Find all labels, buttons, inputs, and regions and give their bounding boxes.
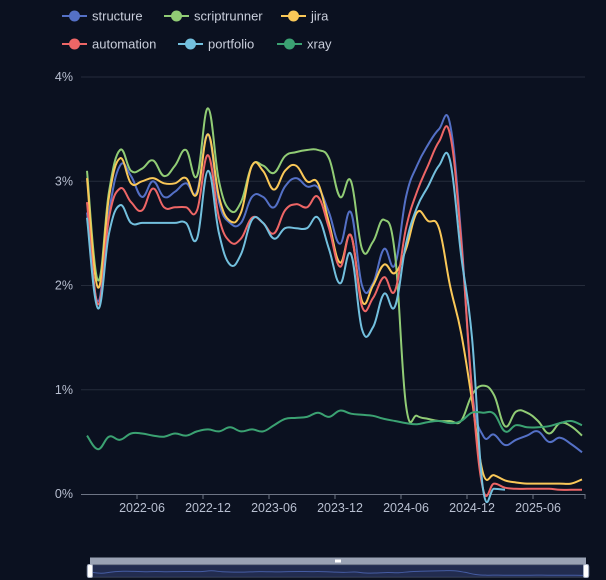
legend-label: scriptrunner [194, 9, 263, 24]
series-line-scriptrunner[interactable] [86, 107, 583, 437]
legend-item-structure[interactable]: structure [62, 9, 143, 24]
y-tick-label: 1% [55, 383, 73, 397]
y-tick-label: 4% [55, 70, 73, 84]
legend-item-automation[interactable]: automation [62, 37, 156, 52]
legend-marker-icon [288, 10, 299, 22]
legend-marker-icon [69, 10, 80, 22]
legend-label: jira [310, 9, 329, 24]
series-line-automation[interactable] [86, 125, 582, 497]
x-tick-label: 2024-12 [449, 501, 495, 515]
x-tick-label: 2025-06 [515, 501, 561, 515]
series-line-portfolio[interactable] [86, 151, 506, 504]
legend-marker-icon [284, 38, 295, 50]
legend-label: portfolio [208, 37, 254, 52]
x-tick-label: 2023-12 [317, 501, 363, 515]
legend: structure scriptrunner jira automation portf… [62, 9, 332, 52]
legend-item-portfolio[interactable]: portfolio [178, 37, 254, 52]
series-line-xray[interactable] [86, 409, 583, 451]
x-tick-label: 2023-06 [251, 501, 297, 515]
y-tick-label: 2% [55, 279, 73, 293]
zoom-end-handle[interactable] [583, 564, 589, 578]
y-tick-label: 0% [55, 487, 73, 501]
legend-item-scriptrunner[interactable]: scriptrunner [164, 9, 263, 24]
legend-label: automation [92, 37, 156, 52]
legend-item-xray[interactable]: xray [277, 37, 332, 52]
data-zoom-slider[interactable] [86, 557, 590, 578]
zoom-start-handle[interactable] [87, 564, 93, 578]
y-tick-label: 3% [55, 174, 73, 188]
y-axis: 0% 1% 2% 3% 4% [55, 70, 73, 501]
grip-icon [335, 559, 341, 563]
legend-label: structure [92, 9, 143, 24]
series-line-jira[interactable] [86, 133, 583, 485]
zoom-preview-line [89, 570, 587, 576]
legend-label: xray [307, 37, 332, 52]
legend-item-jira[interactable]: jira [281, 9, 329, 24]
series-lines [86, 107, 583, 504]
x-tick-label: 2022-06 [119, 501, 165, 515]
series-line-structure[interactable] [86, 114, 583, 454]
grid-lines [81, 76, 585, 391]
x-tick-label: 2022-12 [185, 501, 231, 515]
legend-marker-icon [185, 38, 196, 50]
zoom-selected-range[interactable] [90, 565, 586, 577]
x-tick-label: 2024-06 [383, 501, 429, 515]
legend-marker-icon [69, 38, 80, 50]
legend-marker-icon [171, 10, 182, 22]
x-axis: 2022-06 2022-12 2023-06 2023-12 2024-06 2024-… [81, 494, 586, 515]
